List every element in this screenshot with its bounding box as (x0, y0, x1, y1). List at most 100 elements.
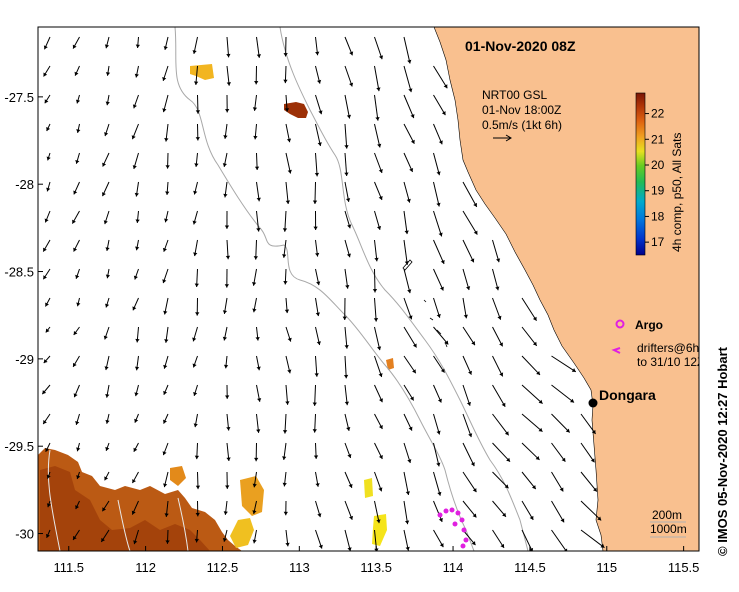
lon-tick-label: 113 (289, 560, 310, 575)
longitude-axis: 111.5 112 112.5 113 113.5 114 114.5 115 115.5 (53, 546, 699, 575)
current-arrow (135, 36, 140, 49)
dongara-marker (588, 398, 598, 408)
current-arrow (285, 355, 292, 374)
lon-tick-label: 112 (135, 560, 156, 575)
current-arrow (314, 152, 320, 177)
current-arrow (135, 239, 140, 251)
current-arrow (521, 413, 543, 433)
current-arrow (226, 36, 231, 58)
current-arrow (344, 239, 351, 258)
current-arrow (433, 297, 441, 318)
current-arrow (163, 413, 169, 424)
colorbar-tick-label: 17 (651, 235, 665, 249)
current-arrow (41, 384, 51, 395)
current-arrow (131, 123, 139, 140)
isobath-lines (47, 27, 529, 551)
argo-icon (615, 319, 625, 329)
current-arrow (344, 268, 350, 289)
current-arrow (105, 65, 111, 76)
current-arrow (551, 384, 575, 403)
argo-label: Argo (635, 318, 663, 332)
current-arrow (403, 442, 412, 464)
current-arrow (73, 181, 80, 195)
current-arrow (195, 500, 200, 517)
current-arrow (222, 152, 228, 167)
current-arrow (282, 471, 287, 487)
current-arrow (372, 268, 378, 293)
current-arrow (433, 152, 441, 176)
isobath-200m-label: 200m (652, 508, 682, 522)
current-arrow (194, 529, 199, 543)
current-arrow (195, 123, 200, 141)
current-arrow (105, 297, 110, 308)
current-arrow (104, 471, 110, 481)
current-arrow (285, 529, 290, 547)
current-arrow (45, 297, 51, 307)
drifter-point (460, 543, 466, 549)
lat-tick-label: -28.5 (4, 265, 34, 280)
sst-patch-yellow-a (364, 478, 373, 498)
current-arrow (253, 123, 258, 140)
lon-tick-label: 115.5 (668, 560, 700, 575)
current-arrow (521, 442, 540, 461)
current-arrow (433, 355, 445, 373)
current-arrow (315, 326, 321, 346)
current-arrow (133, 268, 139, 280)
current-arrow (224, 210, 230, 229)
current-arrow (104, 355, 110, 371)
drifter-icon (611, 347, 621, 354)
current-arrow (162, 239, 169, 252)
current-arrow (344, 123, 349, 149)
current-arrow (76, 123, 81, 133)
current-arrow (195, 471, 201, 490)
current-arrow (46, 152, 51, 161)
credit-label: © IMOS 05-Nov-2020 12:27 Hobart (715, 346, 730, 556)
current-arrow (75, 94, 81, 104)
current-arrow (521, 355, 541, 376)
current-arrow (134, 413, 139, 423)
current-arrow (223, 500, 228, 515)
isobath-swirl-c (177, 497, 189, 551)
current-arrow (462, 181, 478, 208)
current-arrow (164, 123, 169, 142)
current-arrow (225, 239, 231, 260)
lon-tick-label: 114.5 (514, 560, 546, 575)
current-arrow (75, 152, 80, 164)
current-arrow (403, 36, 412, 64)
current-arrow (521, 471, 537, 490)
current-arrow (73, 239, 80, 252)
current-arrow (256, 384, 262, 402)
current-arrow (521, 500, 534, 521)
current-arrow (373, 297, 379, 322)
drifter-tracks (437, 507, 469, 549)
current-arrow (433, 500, 443, 523)
current-arrow (46, 500, 51, 508)
sst-patch-orange-mid (240, 476, 264, 516)
current-arrow (551, 442, 566, 462)
current-arrow (433, 471, 442, 496)
current-arrow (492, 268, 500, 291)
current-arrow (344, 181, 351, 202)
current-arrow (433, 326, 449, 345)
current-arrow (403, 239, 410, 265)
current-arrow (102, 152, 110, 167)
current-arrow (105, 239, 110, 252)
current-arrow (403, 181, 411, 203)
current-arrow (313, 210, 318, 231)
current-arrow (133, 442, 139, 453)
current-arrow (252, 297, 257, 313)
lat-tick-label: -28 (15, 177, 34, 192)
current-arrow (163, 36, 169, 51)
current-arrow (344, 384, 350, 406)
current-arrow (492, 442, 511, 463)
current-arrow (252, 471, 257, 488)
current-arrow (134, 355, 140, 371)
current-arrow (374, 326, 382, 351)
current-arrow (282, 413, 288, 434)
current-arrow (226, 65, 231, 86)
current-arrow (165, 181, 170, 195)
current-arrow (101, 500, 110, 512)
current-arrow (163, 355, 169, 369)
current-arrow (403, 500, 410, 525)
